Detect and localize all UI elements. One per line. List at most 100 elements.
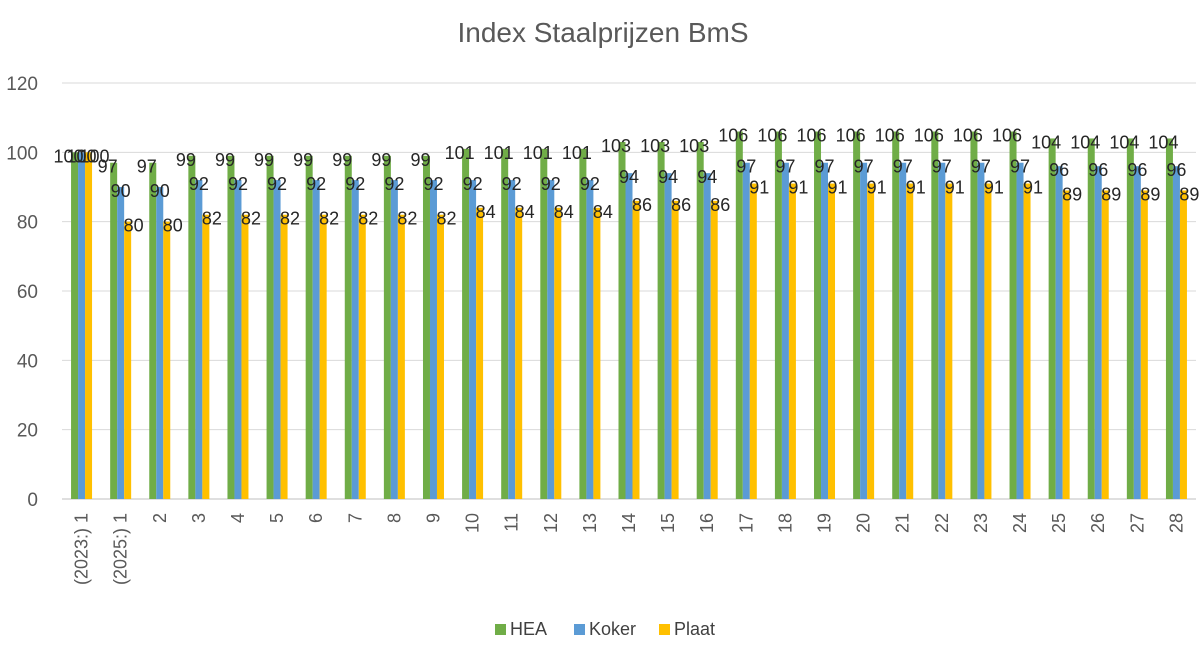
y-tick-label: 120 <box>6 74 38 95</box>
data-labels: 1001001009790809790809992829992829992829… <box>54 126 1200 236</box>
bar-plaat <box>1179 190 1187 499</box>
x-tick-label: 28 <box>1166 513 1186 533</box>
y-tick-label: 80 <box>17 213 38 234</box>
bar-koker <box>195 180 203 500</box>
data-label-hea: 99 <box>293 150 313 170</box>
bars <box>71 131 1187 500</box>
x-tick-label: 3 <box>189 513 209 523</box>
bar-plaat <box>476 207 484 500</box>
data-label-hea: 106 <box>953 126 983 146</box>
data-label-koker: 97 <box>1010 157 1030 177</box>
data-label-plaat: 84 <box>476 202 496 222</box>
bar-koker <box>703 173 711 499</box>
bar-hea <box>657 141 665 499</box>
data-label-koker: 92 <box>306 174 326 194</box>
legend-label-plaat: Plaat <box>674 619 715 639</box>
data-label-koker: 94 <box>658 167 678 187</box>
bar-koker <box>1094 166 1102 499</box>
x-tick-label: 14 <box>619 513 639 533</box>
x-tick-label: 19 <box>815 513 835 533</box>
data-label-plaat: 91 <box>788 178 808 198</box>
data-label-hea: 106 <box>757 126 787 146</box>
bar-hea <box>1048 138 1056 499</box>
data-label-hea: 101 <box>562 143 592 163</box>
bar-hea <box>814 131 822 500</box>
data-label-hea: 106 <box>718 126 748 146</box>
data-label-plaat: 89 <box>1101 184 1121 204</box>
bar-plaat <box>358 214 366 499</box>
x-tick-label: 12 <box>541 513 561 533</box>
data-label-hea: 106 <box>875 126 905 146</box>
bar-koker <box>78 152 86 500</box>
bar-koker <box>429 180 437 500</box>
data-label-koker: 90 <box>111 181 131 201</box>
data-label-hea: 99 <box>176 150 196 170</box>
bar-plaat <box>867 183 875 500</box>
bar-plaat <box>436 214 444 499</box>
x-axis-ticks: (2023:) 1 (2025:) 1 2 3 4 5 6 7 8 9 10 11 12 13 14 15 16… <box>72 513 1187 585</box>
x-tick-label: 6 <box>306 513 326 523</box>
data-label-koker: 97 <box>775 157 795 177</box>
bar-hea <box>696 141 704 499</box>
bar-hea <box>344 155 352 500</box>
bar-hea <box>305 155 313 500</box>
data-label-plaat: 82 <box>241 209 261 229</box>
bar-koker <box>664 173 672 499</box>
y-tick-label: 40 <box>17 351 38 372</box>
bar-hea <box>227 155 235 500</box>
bar-koker <box>821 162 829 499</box>
bar-koker <box>156 187 164 499</box>
bar-hea <box>422 155 430 500</box>
bar-hea <box>892 131 900 500</box>
data-label-plaat: 82 <box>358 209 378 229</box>
bar-plaat <box>828 183 836 500</box>
x-tick-label: 5 <box>267 513 287 523</box>
data-label-plaat: 84 <box>554 202 574 222</box>
data-label-plaat: 91 <box>1023 178 1043 198</box>
data-label-koker: 92 <box>384 174 404 194</box>
data-label-hea: 104 <box>1109 132 1139 152</box>
data-label-koker: 94 <box>619 167 639 187</box>
legend-swatch-hea <box>495 624 506 635</box>
bar-hea <box>71 152 79 500</box>
bar-koker <box>1055 166 1063 499</box>
bar-koker <box>469 180 477 500</box>
data-label-hea: 101 <box>484 143 514 163</box>
bar-koker <box>273 180 281 500</box>
data-label-plaat: 89 <box>1140 184 1160 204</box>
data-label-plaat: 82 <box>397 209 417 229</box>
data-label-hea: 106 <box>796 126 826 146</box>
bar-plaat <box>124 221 132 499</box>
x-tick-label: 24 <box>1010 513 1030 533</box>
data-label-plaat: 80 <box>124 216 144 236</box>
bar-plaat <box>202 214 210 499</box>
x-tick-label: 25 <box>1049 513 1069 533</box>
bar-hea <box>1009 131 1017 500</box>
bar-hea <box>1165 138 1173 499</box>
bar-koker <box>1133 166 1141 499</box>
bar-koker <box>742 162 750 499</box>
data-label-hea: 104 <box>1031 132 1061 152</box>
data-label-koker: 100 <box>67 146 97 166</box>
data-label-plaat: 89 <box>1179 184 1199 204</box>
bar-plaat <box>1101 190 1109 499</box>
data-label-hea: 106 <box>914 126 944 146</box>
bar-plaat <box>593 207 601 500</box>
legend-label-koker: Koker <box>589 619 636 639</box>
bar-koker <box>1172 166 1180 499</box>
bar-hea <box>579 148 587 499</box>
bar-plaat <box>397 214 405 499</box>
bar-hea <box>1126 138 1134 499</box>
data-label-koker: 92 <box>189 174 209 194</box>
y-tick-label: 20 <box>17 421 38 442</box>
data-label-plaat: 91 <box>749 178 769 198</box>
bar-hea <box>110 162 118 499</box>
bar-plaat <box>1062 190 1070 499</box>
bar-hea <box>735 131 743 500</box>
data-label-koker: 92 <box>267 174 287 194</box>
data-label-hea: 99 <box>215 150 235 170</box>
bar-hea <box>383 155 391 500</box>
data-label-koker: 96 <box>1127 160 1147 180</box>
bar-plaat <box>945 183 953 500</box>
bar-plaat <box>788 183 796 500</box>
